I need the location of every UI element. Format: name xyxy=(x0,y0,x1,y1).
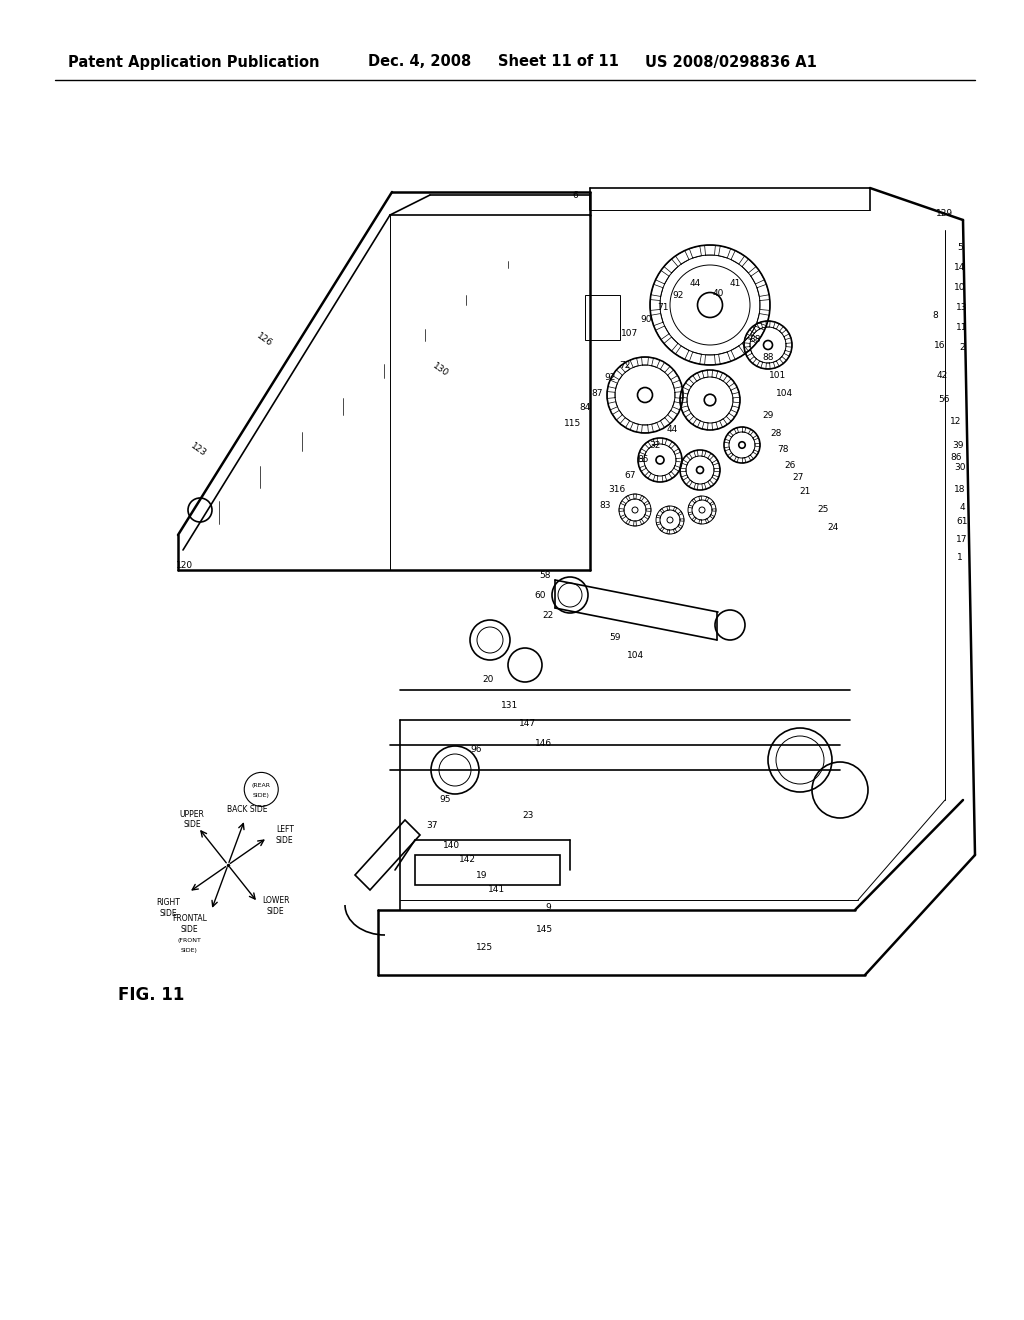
Text: 123: 123 xyxy=(188,441,208,458)
Text: 131: 131 xyxy=(502,701,518,710)
Text: 88: 88 xyxy=(762,354,774,363)
Text: 101: 101 xyxy=(769,371,786,380)
Text: 14: 14 xyxy=(954,264,966,272)
Text: 8: 8 xyxy=(932,310,938,319)
Text: 11: 11 xyxy=(956,323,968,333)
Text: 38: 38 xyxy=(750,335,761,345)
Text: 44: 44 xyxy=(667,425,678,434)
Text: 129: 129 xyxy=(936,209,953,218)
Text: SIDE: SIDE xyxy=(180,925,198,935)
Text: 32: 32 xyxy=(649,441,660,450)
Text: 39: 39 xyxy=(952,441,964,450)
Text: 19: 19 xyxy=(476,870,487,879)
Text: 16: 16 xyxy=(934,341,946,350)
Text: 37: 37 xyxy=(426,821,437,829)
Text: 60: 60 xyxy=(535,590,546,599)
Text: SIDE: SIDE xyxy=(276,836,294,845)
Text: 6: 6 xyxy=(572,190,578,199)
Text: 42: 42 xyxy=(936,371,947,380)
Text: SIDE): SIDE) xyxy=(253,793,269,797)
Text: 44: 44 xyxy=(689,279,700,288)
Text: Patent Application Publication: Patent Application Publication xyxy=(68,54,319,70)
Text: 83: 83 xyxy=(599,500,610,510)
Text: 95: 95 xyxy=(439,796,451,804)
Text: 107: 107 xyxy=(622,329,639,338)
Text: 22: 22 xyxy=(543,610,554,619)
Text: US 2008/0298836 A1: US 2008/0298836 A1 xyxy=(645,54,817,70)
Text: 2: 2 xyxy=(959,343,965,352)
Text: 5: 5 xyxy=(957,243,963,252)
Text: 104: 104 xyxy=(628,651,644,660)
Text: 40: 40 xyxy=(713,289,724,297)
Text: SIDE: SIDE xyxy=(160,909,177,917)
Text: 21: 21 xyxy=(800,487,811,496)
Text: SIDE: SIDE xyxy=(183,820,201,829)
Text: 78: 78 xyxy=(777,446,788,454)
Text: 26: 26 xyxy=(784,461,796,470)
Text: FRONTAL: FRONTAL xyxy=(172,913,207,923)
Text: 10: 10 xyxy=(954,284,966,293)
Text: 145: 145 xyxy=(537,925,554,935)
Text: 84: 84 xyxy=(580,404,591,412)
Text: 59: 59 xyxy=(609,634,621,643)
Text: (REAR: (REAR xyxy=(252,783,270,788)
Text: 24: 24 xyxy=(827,524,839,532)
Text: 85: 85 xyxy=(637,455,649,465)
Text: 87: 87 xyxy=(591,388,603,397)
Text: 61: 61 xyxy=(956,517,968,527)
Text: (FRONT: (FRONT xyxy=(177,939,201,942)
Text: 18: 18 xyxy=(954,486,966,495)
Text: 92: 92 xyxy=(673,290,684,300)
Text: 67: 67 xyxy=(625,470,636,479)
Text: 126: 126 xyxy=(254,331,273,348)
Text: 140: 140 xyxy=(443,841,461,850)
Text: 104: 104 xyxy=(776,388,794,397)
Text: 316: 316 xyxy=(608,486,626,495)
Text: LOWER: LOWER xyxy=(262,896,290,906)
Text: 141: 141 xyxy=(488,886,506,895)
Text: Sheet 11 of 11: Sheet 11 of 11 xyxy=(498,54,618,70)
Text: LEFT: LEFT xyxy=(275,825,294,834)
Text: 120: 120 xyxy=(176,561,194,569)
Text: Dec. 4, 2008: Dec. 4, 2008 xyxy=(368,54,471,70)
Text: 130: 130 xyxy=(430,362,450,379)
Text: UPPER: UPPER xyxy=(180,810,205,818)
Text: 4: 4 xyxy=(959,503,965,512)
Text: 23: 23 xyxy=(522,810,534,820)
Text: SIDE): SIDE) xyxy=(181,948,198,953)
Text: 146: 146 xyxy=(536,738,553,747)
Text: 41: 41 xyxy=(729,279,740,288)
Text: 90: 90 xyxy=(640,315,651,325)
Text: 28: 28 xyxy=(770,429,781,437)
Text: 13: 13 xyxy=(956,304,968,313)
Text: 147: 147 xyxy=(519,718,537,727)
Text: 86: 86 xyxy=(950,454,962,462)
Text: 58: 58 xyxy=(540,570,551,579)
Text: 142: 142 xyxy=(459,855,475,865)
Text: 56: 56 xyxy=(938,396,949,404)
Text: 30: 30 xyxy=(954,463,966,473)
Text: SIDE: SIDE xyxy=(267,907,285,916)
Text: 115: 115 xyxy=(564,418,582,428)
Text: 12: 12 xyxy=(950,417,962,426)
Text: 125: 125 xyxy=(476,944,494,953)
Text: 20: 20 xyxy=(482,676,494,685)
Text: 17: 17 xyxy=(956,536,968,544)
Text: 27: 27 xyxy=(793,474,804,483)
Text: 29: 29 xyxy=(762,411,774,420)
Text: 72: 72 xyxy=(620,360,631,370)
Text: BACK SIDE: BACK SIDE xyxy=(226,805,267,814)
Text: 25: 25 xyxy=(817,506,828,515)
Text: FIG. 11: FIG. 11 xyxy=(118,986,184,1005)
Text: 96: 96 xyxy=(470,746,481,755)
Text: 71: 71 xyxy=(657,304,669,313)
Text: 92: 92 xyxy=(604,374,615,383)
Text: 9: 9 xyxy=(545,903,551,912)
Text: 1: 1 xyxy=(957,553,963,562)
Text: RIGHT: RIGHT xyxy=(157,898,180,907)
